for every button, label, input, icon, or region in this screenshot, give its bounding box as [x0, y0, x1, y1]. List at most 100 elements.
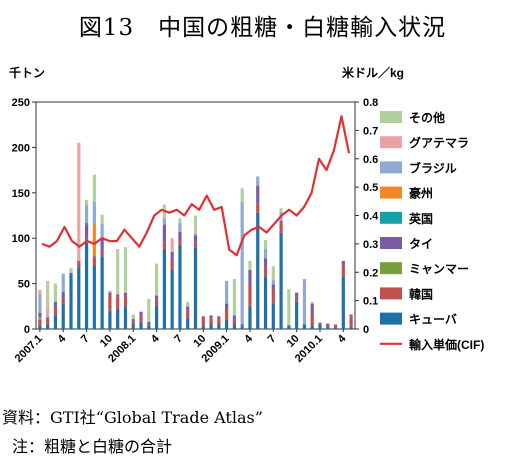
bar-segment-グアテマラ — [38, 289, 42, 295]
legend-label: ミャンマー — [409, 262, 469, 276]
bar-segment-韓国 — [310, 314, 314, 326]
bar-segment-韓国 — [318, 323, 322, 325]
bar-segment-キューバ — [92, 265, 96, 329]
bar-segment-タイ — [271, 284, 275, 290]
bar-segment-韓国 — [154, 300, 159, 306]
bar-segment-キューバ — [248, 306, 252, 329]
bar-segment-韓国 — [209, 318, 213, 325]
bar-segment-その他 — [154, 263, 159, 296]
bar-segment-タイ — [147, 321, 151, 326]
bar-segment-タイ — [38, 312, 42, 318]
x-axis-tick-label: 4 — [56, 332, 69, 345]
bar-segment-ブラジル — [263, 249, 268, 259]
bar-segment-キューバ — [154, 305, 159, 329]
bar-segment-キューバ — [217, 324, 221, 329]
bar-segment-ブラジル — [178, 222, 182, 232]
bar-segment-タイ — [123, 292, 128, 296]
price-line — [41, 115, 351, 257]
bar-segment-韓国 — [100, 250, 104, 257]
bar-segment-英国 — [84, 222, 89, 225]
bar-segment-キューバ — [209, 324, 213, 329]
bar-segment-タイ — [217, 316, 221, 319]
x-axis-tick-label: 10 — [191, 333, 208, 350]
x-axis-tick-label: 7 — [172, 333, 185, 346]
x-axis-tick-label: 10 — [285, 333, 302, 350]
legend-label: キューバ — [409, 313, 457, 327]
right-axis-tick-label: 0 — [363, 324, 369, 336]
legend-swatch — [380, 186, 402, 199]
bar-segment-ブラジル — [302, 279, 307, 325]
bar-segment-キューバ — [53, 315, 58, 329]
bar-segment-キューバ — [69, 274, 73, 329]
x-axis-tick-label: 7 — [266, 333, 279, 346]
bar-segment-韓国 — [217, 318, 221, 325]
bar-segment-キューバ — [232, 324, 237, 329]
bar-segment-その他 — [116, 249, 120, 295]
bar-segment-ブラジル — [108, 290, 112, 293]
bar-segment-タイ — [84, 224, 89, 239]
bar-segment-キューバ — [139, 321, 143, 329]
bar-segment-タイ — [92, 256, 96, 259]
bar-segment-ブラジル — [225, 280, 229, 304]
bar-segment-韓国 — [256, 203, 260, 213]
legend-swatch — [380, 136, 402, 149]
legend-label: 豪州 — [409, 186, 433, 201]
left-axis-tick-label: 0 — [24, 324, 30, 336]
bar-segment-キューバ — [295, 301, 299, 329]
bar-segment-ミャンマー — [38, 317, 42, 320]
bar-segment-韓国 — [201, 316, 205, 326]
bar-segment-豪州 — [92, 224, 96, 257]
bar-segment-韓国 — [139, 316, 143, 322]
bar-segment-その他 — [287, 289, 291, 326]
bar-segment-タイ — [349, 314, 353, 317]
bar-segment-韓国 — [333, 324, 338, 328]
bar-segment-ブラジル — [162, 218, 166, 225]
bar-segment-韓国 — [186, 310, 190, 319]
bar-segment-キューバ — [271, 303, 275, 329]
bar-segment-韓国 — [341, 265, 345, 277]
bar-segment-タイ — [53, 301, 58, 309]
bar-segment-タイ — [178, 231, 182, 241]
bar-segment-キューバ — [123, 306, 128, 329]
bar-segment-タイ — [69, 272, 73, 275]
legend-label: タイ — [409, 237, 433, 251]
bar-segment-その他 — [178, 218, 182, 223]
bar-segment-キューバ — [162, 249, 166, 329]
legend-label: 輸入単価(CIF) — [409, 337, 484, 352]
bar-segment-韓国 — [263, 267, 268, 277]
legend-swatch — [380, 287, 402, 300]
x-axis-tick-label: 4 — [242, 332, 255, 345]
bar-segment-ブラジル — [193, 233, 198, 236]
bar-segment-韓国 — [170, 260, 174, 270]
x-axis-tick-label: 4 — [149, 332, 162, 345]
bar-segment-キューバ — [302, 324, 307, 329]
legend-swatch — [380, 211, 402, 224]
bar-segment-グアテマラ — [46, 308, 50, 318]
bar-segment-韓国 — [349, 316, 353, 327]
bar-segment-タイ — [256, 185, 260, 204]
bar-segment-タイ — [170, 251, 174, 261]
bar-segment-韓国 — [232, 319, 237, 325]
bar-segment-キューバ — [279, 232, 283, 329]
bar-segment-タイ — [318, 322, 322, 324]
bar-segment-キューバ — [77, 267, 81, 329]
bar-segment-キューバ — [326, 326, 330, 329]
bar-segment-その他 — [84, 200, 89, 205]
bar-segment-韓国 — [178, 240, 182, 246]
source-note: 資料：GTI社“Global Trade Atlas” — [2, 408, 263, 427]
bar-segment-韓国 — [108, 294, 112, 311]
bar-segment-ブラジル — [84, 204, 89, 223]
import-chart: 千トン 米ドル／kg 0 50 100 150 200 250 0 0.1 0.2 0.3 0.4 0… — [9, 65, 484, 365]
bar-segment-タイ — [108, 292, 112, 295]
bar-segment-キューバ — [318, 324, 322, 329]
bar-segment-タイ — [186, 306, 190, 311]
bar-segment-その他 — [240, 188, 244, 202]
legend-label: その他 — [409, 110, 445, 125]
bar-segment-キューバ — [108, 310, 112, 329]
bar-segment-韓国 — [116, 296, 120, 310]
bar-segment-その他 — [46, 280, 50, 309]
right-axis-tick-label: 0.2 — [363, 267, 378, 279]
bar-segment-その他 — [100, 214, 104, 224]
bar-segment-韓国 — [53, 308, 58, 316]
bar-segment-その他 — [248, 260, 252, 270]
